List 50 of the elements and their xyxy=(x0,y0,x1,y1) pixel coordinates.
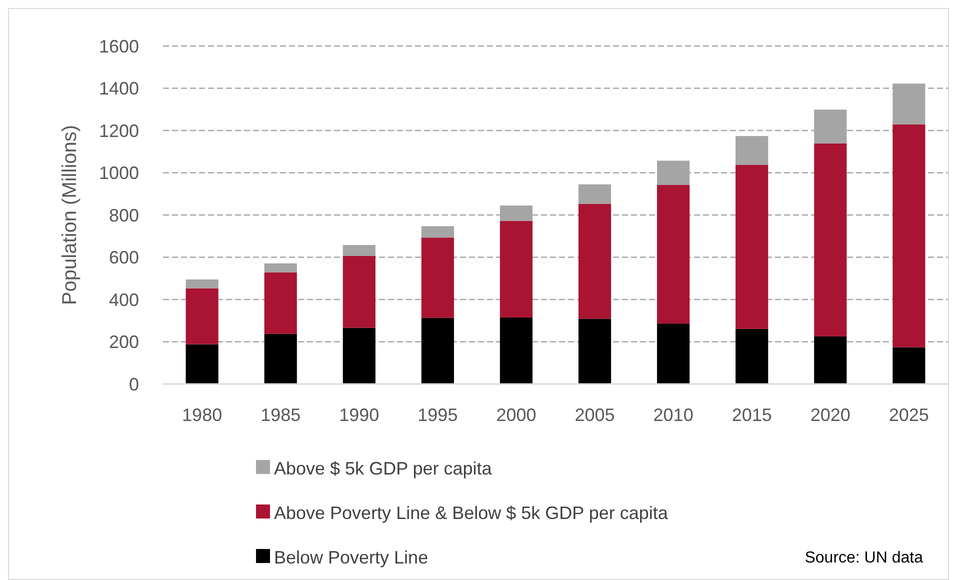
bar xyxy=(578,184,612,204)
y-tick-label: 800 xyxy=(108,205,139,226)
bar xyxy=(736,164,768,329)
bar xyxy=(814,143,847,336)
bar xyxy=(421,318,454,384)
x-tick-label: 1985 xyxy=(260,405,301,425)
y-tick-label: 0 xyxy=(128,374,139,394)
bar xyxy=(342,328,376,384)
y-tick-label: 1000 xyxy=(98,163,139,184)
y-tick-label: 1400 xyxy=(98,78,139,99)
bar xyxy=(421,238,454,318)
x-tick-label: 2010 xyxy=(653,405,694,425)
bar xyxy=(892,124,926,348)
x-tick-label: 2005 xyxy=(574,405,615,425)
bar xyxy=(736,328,768,384)
bar xyxy=(500,220,533,318)
y-tick-label: 1200 xyxy=(98,120,139,141)
bar xyxy=(657,324,690,384)
legend-label: Above Poverty Line & Below $ 5k GDP per capita xyxy=(274,502,669,523)
y-axis-title: Population (Millions) xyxy=(59,124,81,306)
y-tick-label: 1600 xyxy=(98,36,139,56)
bar xyxy=(264,334,297,384)
x-tick-label: 1980 xyxy=(182,405,222,425)
bar xyxy=(814,336,847,384)
bar xyxy=(578,204,612,319)
bar xyxy=(264,272,297,334)
bar xyxy=(657,184,690,324)
bar xyxy=(186,344,218,384)
x-tick-label: 2025 xyxy=(888,405,929,425)
y-tick-label: 600 xyxy=(108,248,139,268)
bar xyxy=(264,263,297,272)
bar xyxy=(421,226,454,238)
bar xyxy=(186,288,218,344)
x-tick-label: 1990 xyxy=(339,405,380,425)
bar xyxy=(578,318,612,384)
x-tick-label: 2015 xyxy=(732,405,772,425)
y-tick-label: 400 xyxy=(108,290,139,310)
legend-label: Above $ 5k GDP per capita xyxy=(274,458,493,478)
x-tick-label: 2020 xyxy=(810,405,850,425)
legend-label: Below Poverty Line xyxy=(274,547,428,568)
bar xyxy=(342,256,376,328)
y-tick-label: 200 xyxy=(108,332,139,352)
x-tick-label: 1995 xyxy=(418,405,458,425)
bar xyxy=(500,317,533,384)
bar xyxy=(186,279,218,288)
bar xyxy=(892,347,926,384)
source-note: Source: UN data xyxy=(804,550,924,567)
bar xyxy=(736,136,768,165)
x-tick-label: 2000 xyxy=(496,405,536,425)
bar xyxy=(342,244,376,256)
